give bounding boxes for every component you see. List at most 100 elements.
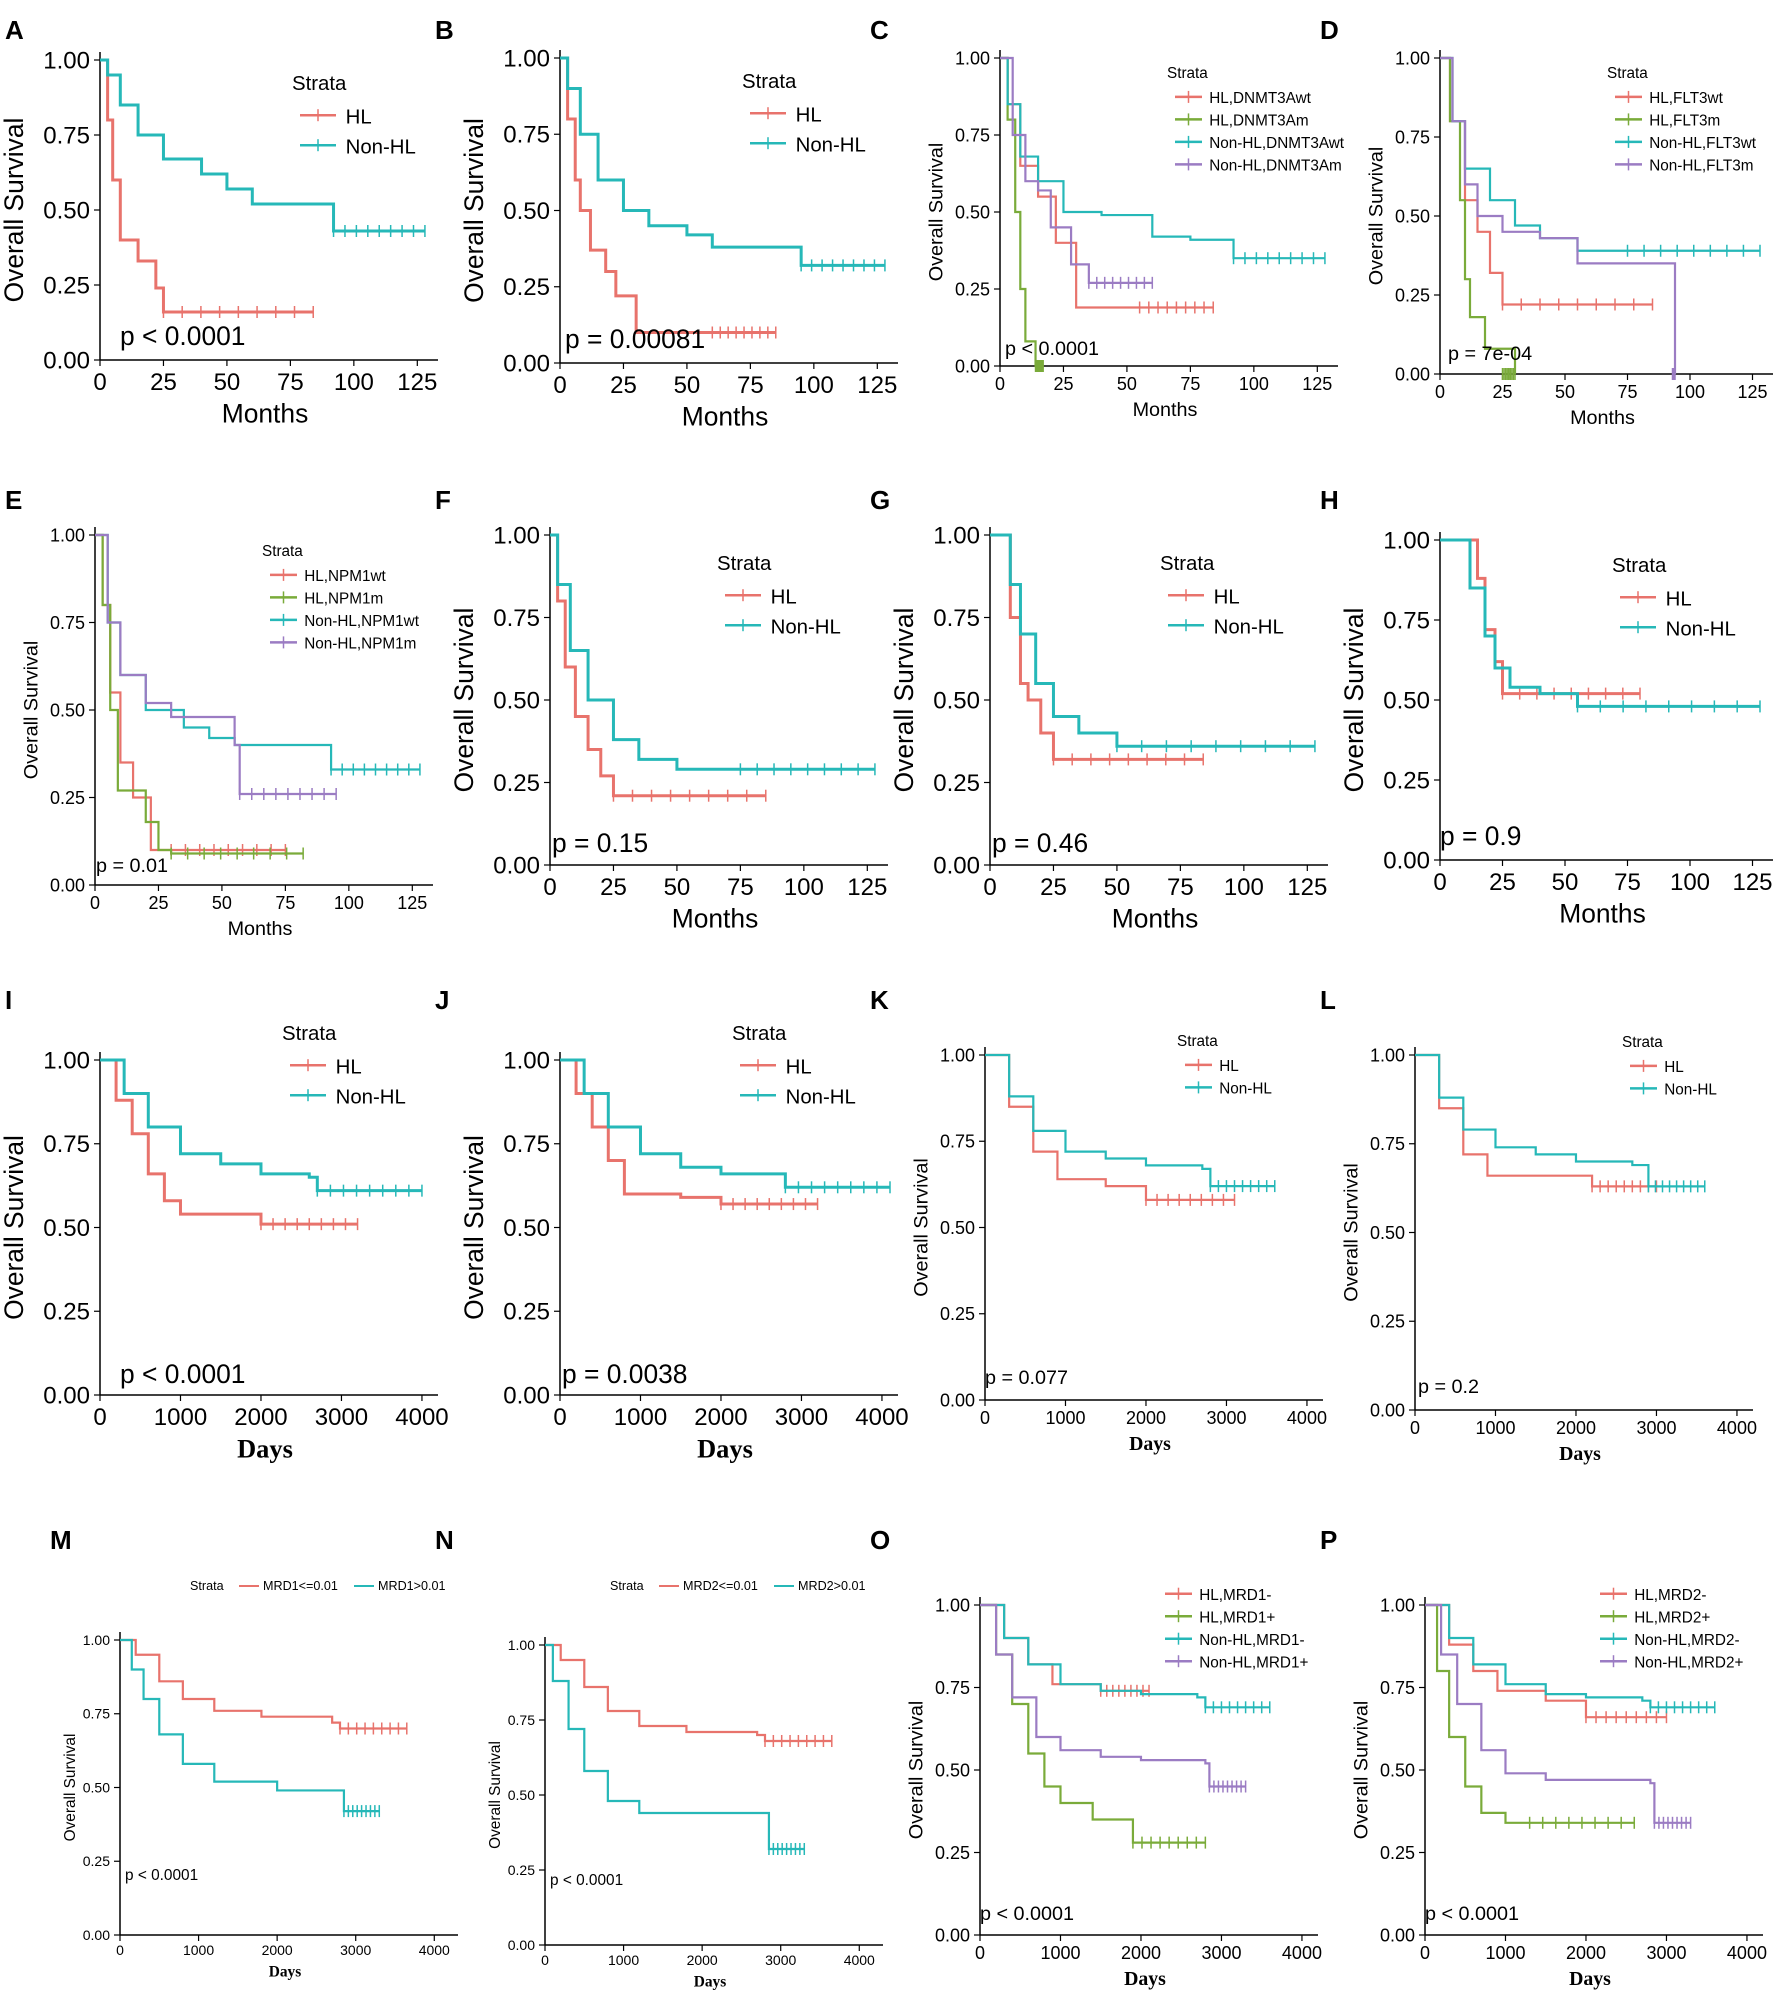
km-curve-mrd1-0-01 — [120, 1638, 407, 1730]
x-tick-label: 3000 — [1646, 1943, 1686, 1963]
y-tick-label: 0.75 — [1383, 607, 1430, 634]
x-tick-label: 0 — [553, 1404, 566, 1431]
panel-letter: A — [5, 15, 24, 45]
y-axis-label: Overall Survival — [20, 641, 42, 780]
legend-label: Non-HL — [1666, 619, 1736, 641]
legend-label: Non-HL,FLT3wt — [1649, 135, 1757, 152]
x-tick-label: 1000 — [154, 1404, 207, 1431]
y-tick-label: 1.00 — [493, 522, 540, 549]
legend-label: HL,MRD2+ — [1634, 1610, 1710, 1627]
y-tick-label: 1.00 — [1395, 48, 1430, 68]
y-tick-label: 0.75 — [940, 1132, 975, 1152]
y-tick-label: 0.25 — [933, 770, 980, 797]
y-tick-label: 0.75 — [50, 613, 85, 633]
panel-letter: B — [435, 15, 454, 45]
km-curve-hl — [985, 1053, 1235, 1201]
y-tick-label: 0.25 — [50, 788, 85, 808]
x-axis-label: Days — [1559, 1443, 1601, 1465]
x-tick-label: 50 — [1104, 874, 1131, 901]
x-axis-label: Months — [1133, 399, 1198, 421]
x-tick-label: 125 — [847, 874, 887, 901]
km-curve-hl — [1440, 538, 1640, 696]
p-value: p < 0.0001 — [980, 1903, 1074, 1925]
y-tick-label: 1.00 — [508, 1637, 535, 1653]
x-tick-label: 75 — [277, 369, 304, 396]
legend-label: HL — [1664, 1059, 1684, 1076]
panel-e: E 0.00 0.25 0.50 0.75 1.00 0 25 50 75 100 125 Months… — [5, 485, 433, 940]
x-axis-label: Months — [1559, 898, 1646, 928]
y-tick-label: 0.75 — [43, 1131, 90, 1158]
x-tick-label: 3000 — [1201, 1943, 1241, 1963]
y-tick-label: 0.00 — [933, 852, 980, 879]
y-tick-label: 1.00 — [955, 48, 990, 68]
x-tick-label: 50 — [1555, 382, 1575, 402]
x-tick-label: 2000 — [687, 1952, 718, 1968]
y-tick-label: 0.00 — [935, 1925, 970, 1945]
y-tick-label: 1.00 — [43, 47, 90, 74]
legend-label: MRD1<=0.01 — [263, 1579, 338, 1593]
y-tick-label: 0.75 — [83, 1706, 110, 1722]
x-tick-label: 50 — [1552, 869, 1579, 896]
panel-letter: G — [870, 485, 890, 515]
x-tick-label: 2000 — [1566, 1943, 1606, 1963]
panel-letter: J — [435, 985, 449, 1015]
panel-i: I 0.00 0.25 0.50 0.75 1.00 0 1000 2000 3000 4000 Da… — [0, 985, 449, 1463]
x-tick-label: 0 — [983, 874, 996, 901]
y-tick-label: 0.25 — [43, 1299, 90, 1326]
y-tick-label: 1.00 — [940, 1045, 975, 1065]
x-axis-label: Months — [1112, 903, 1199, 933]
y-tick-label: 0.75 — [43, 122, 90, 149]
y-tick-label: 1.00 — [503, 1047, 550, 1074]
panel-letter: H — [1320, 485, 1339, 515]
x-tick-label: 0 — [1433, 869, 1446, 896]
legend-title: Strata — [262, 543, 303, 560]
x-tick-label: 125 — [1287, 874, 1327, 901]
x-tick-label: 4000 — [419, 1942, 450, 1958]
y-tick-label: 0.50 — [955, 202, 990, 222]
legend-label: Non-HL — [1664, 1082, 1717, 1099]
y-tick-label: 0.50 — [50, 700, 85, 720]
legend-label: HL,MRD1- — [1199, 1587, 1271, 1604]
km-curve-hl-dnmt3awt — [1000, 56, 1214, 309]
km-curve-non-hl — [1440, 538, 1760, 708]
y-tick-label: 0.25 — [1395, 285, 1430, 305]
x-tick-label: 1000 — [608, 1952, 639, 1968]
x-tick-label: 75 — [727, 874, 754, 901]
legend-label: Non-HL — [1214, 617, 1284, 639]
legend-label: Non-HL,DNMT3Awt — [1209, 135, 1345, 152]
y-tick-label: 0.75 — [935, 1678, 970, 1698]
y-tick-label: 1.00 — [935, 1595, 970, 1615]
x-axis-label: Days — [237, 1433, 293, 1463]
x-tick-label: 100 — [1224, 874, 1264, 901]
legend-label: HL,NPM1m — [304, 591, 383, 608]
y-tick-label: 0.50 — [935, 1760, 970, 1780]
y-tick-label: 0.00 — [508, 1937, 535, 1953]
y-tick-label: 0.25 — [43, 272, 90, 299]
y-tick-label: 1.00 — [1380, 1595, 1415, 1615]
y-tick-label: 1.00 — [933, 522, 980, 549]
x-tick-label: 25 — [1492, 382, 1512, 402]
x-tick-label: 100 — [1675, 382, 1705, 402]
y-tick-label: 0.25 — [1380, 1843, 1415, 1863]
km-curve-hl-mrd2- — [1425, 1603, 1667, 1719]
y-tick-label: 1.00 — [503, 45, 550, 72]
y-tick-label: 0.75 — [503, 1131, 550, 1158]
legend-label: HL,FLT3m — [1649, 113, 1720, 130]
x-tick-label: 75 — [1167, 874, 1194, 901]
x-tick-label: 1000 — [1475, 1418, 1515, 1438]
x-tick-label: 100 — [334, 893, 364, 913]
panel-letter: L — [1320, 985, 1336, 1015]
x-tick-label: 125 — [397, 369, 437, 396]
km-curve-non-hl-mrd1- — [980, 1603, 1246, 1788]
x-axis-label: Months — [1570, 407, 1635, 429]
x-tick-label: 25 — [1489, 869, 1516, 896]
y-tick-label: 0.00 — [955, 356, 990, 376]
panel-p: P 0.00 0.25 0.50 0.75 1.00 0 1000 2000 3000 4000 Da… — [1320, 1525, 1767, 1990]
y-tick-label: 0.00 — [503, 350, 550, 377]
x-tick-label: 50 — [1117, 374, 1137, 394]
y-tick-label: 0.25 — [83, 1853, 110, 1869]
p-value: p < 0.0001 — [120, 1359, 245, 1389]
km-curve-hl — [1415, 1053, 1657, 1188]
legend-label: HL — [1219, 1058, 1239, 1075]
